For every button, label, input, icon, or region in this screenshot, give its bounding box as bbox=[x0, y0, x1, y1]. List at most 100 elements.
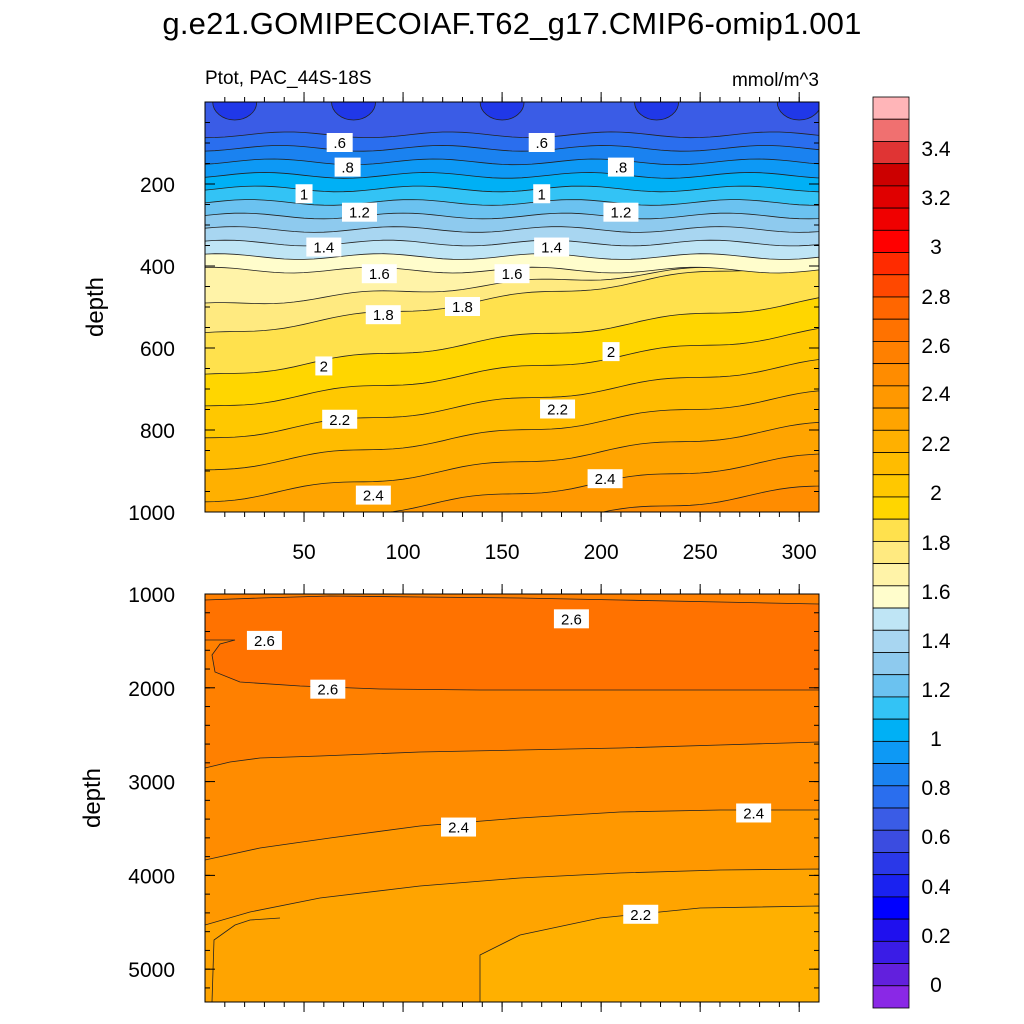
lower-contour-label: 2.4 bbox=[441, 817, 477, 837]
upper-contour-label: 1.2 bbox=[341, 202, 377, 222]
colorbar-label: 0.6 bbox=[921, 826, 950, 849]
colorbar-label: 2.8 bbox=[921, 286, 950, 309]
upper-y-tick-label: 800 bbox=[140, 420, 175, 443]
lower-contour-label: 2.6 bbox=[246, 630, 282, 650]
svg-text:2.2: 2.2 bbox=[630, 907, 651, 924]
upper-contour-label: 2.2 bbox=[540, 399, 576, 419]
upper-contour-label: 1.4 bbox=[306, 237, 342, 257]
colorbar-swatch bbox=[872, 785, 910, 809]
upper-contour-label: .6 bbox=[528, 133, 555, 152]
x-tick-label: 250 bbox=[683, 541, 718, 564]
chart-title: g.e21.GOMIPECOIAF.T62_g17.CMIP6-omip1.00… bbox=[162, 6, 862, 41]
colorbar-swatch bbox=[872, 852, 910, 876]
colorbar-swatch bbox=[872, 740, 910, 764]
x-tick-label: 200 bbox=[584, 541, 619, 564]
svg-text:1.8: 1.8 bbox=[373, 307, 394, 324]
svg-text:2: 2 bbox=[607, 344, 615, 361]
colorbar-swatch bbox=[872, 563, 910, 587]
colorbar-swatch bbox=[872, 341, 910, 365]
colorbar-label: 0 bbox=[930, 974, 942, 997]
upper-y-tick-label: 200 bbox=[140, 174, 175, 197]
x-tick-label: 150 bbox=[485, 541, 520, 564]
colorbar-swatch bbox=[872, 518, 910, 542]
svg-text:.8: .8 bbox=[615, 160, 628, 177]
lower-y-tick-label: 4000 bbox=[128, 865, 175, 888]
svg-text:1.2: 1.2 bbox=[349, 205, 370, 222]
upper-contour-label: 1.4 bbox=[534, 237, 570, 257]
lower-contour-label: 2.6 bbox=[553, 609, 589, 629]
colorbar-label: 3.2 bbox=[921, 187, 950, 210]
colorbar-swatch bbox=[872, 474, 910, 498]
upper-contour-label: 1.8 bbox=[365, 305, 401, 325]
colorbar-swatch bbox=[872, 207, 910, 231]
lower-y-tick-label: 2000 bbox=[128, 678, 175, 701]
colorbar-swatch bbox=[872, 674, 910, 698]
colorbar-label: 0.4 bbox=[921, 876, 951, 899]
colorbar-label: 3.4 bbox=[921, 138, 951, 161]
upper-contour-label: .8 bbox=[334, 157, 361, 177]
variable-label: Ptot, PAC_44S-18S bbox=[205, 68, 372, 89]
colorbar-swatch bbox=[872, 940, 910, 964]
svg-text:1: 1 bbox=[300, 186, 308, 203]
colorbar: 3.4 3.2 3 2.8 2.6 2.4 2.2 2 1.8 1.6 1.4 1.2 1 0.8 0.6 0… bbox=[872, 96, 951, 1009]
upper-y-tick-label: 1000 bbox=[128, 502, 175, 525]
colorbar-label: 0.8 bbox=[921, 777, 950, 800]
colorbar-swatch bbox=[872, 252, 910, 276]
lower-y-tick-label: 5000 bbox=[128, 959, 175, 982]
upper-contour-label: 2.4 bbox=[587, 469, 623, 489]
colorbar-swatch bbox=[872, 452, 910, 476]
svg-text:1: 1 bbox=[538, 186, 546, 203]
svg-text:.6: .6 bbox=[535, 135, 548, 152]
svg-text:2.6: 2.6 bbox=[254, 633, 275, 650]
svg-text:1.4: 1.4 bbox=[313, 240, 334, 257]
colorbar-label: 1.6 bbox=[921, 581, 950, 604]
svg-text:2.4: 2.4 bbox=[595, 471, 616, 488]
upper-contour-label: 2 bbox=[315, 356, 333, 376]
colorbar-swatch bbox=[872, 163, 910, 187]
colorbar-swatch bbox=[872, 96, 910, 120]
colorbar-label: 0.2 bbox=[921, 925, 950, 948]
svg-text:2.4: 2.4 bbox=[743, 805, 764, 822]
x-tick-label: 100 bbox=[386, 541, 421, 564]
lower-contour-label: 2.6 bbox=[310, 679, 346, 699]
colorbar-swatch bbox=[872, 874, 910, 898]
colorbar-swatch bbox=[872, 229, 910, 253]
colorbar-swatch bbox=[872, 829, 910, 853]
lower-y-tick-label: 3000 bbox=[128, 772, 175, 795]
units-label: mmol/m^3 bbox=[732, 70, 819, 91]
colorbar-swatch bbox=[872, 296, 910, 320]
colorbar-label: 2.4 bbox=[921, 383, 951, 406]
svg-text:1.6: 1.6 bbox=[502, 266, 523, 283]
colorbar-label: 1.2 bbox=[921, 679, 950, 702]
colorbar-label: 2.2 bbox=[921, 433, 950, 456]
upper-contour-label: 1 bbox=[533, 184, 551, 204]
upper-y-tick-label: 600 bbox=[140, 338, 175, 361]
colorbar-swatch bbox=[872, 985, 910, 1009]
lower-panel: 2.6 2.6 2.6 2.4 2.4 2.2 1000 2000 3000 4000 5000 bbox=[128, 584, 820, 1012]
colorbar-swatch bbox=[872, 185, 910, 209]
svg-text:2.4: 2.4 bbox=[448, 820, 469, 837]
colorbar-swatch bbox=[872, 318, 910, 342]
upper-contour-label: .8 bbox=[607, 157, 634, 177]
colorbar-label: 2.6 bbox=[921, 335, 950, 358]
upper-contour-label: .6 bbox=[326, 133, 353, 152]
svg-text:2.6: 2.6 bbox=[317, 682, 338, 699]
upper-contour-label: 1.6 bbox=[361, 264, 397, 284]
colorbar-swatch bbox=[872, 385, 910, 409]
upper-contour-label: 1.8 bbox=[444, 297, 480, 316]
upper-contour-label: 2.2 bbox=[322, 409, 358, 429]
colorbar-swatch bbox=[872, 696, 910, 720]
upper-contour-label: 2.4 bbox=[355, 485, 391, 505]
upper-y-tick-label: 400 bbox=[140, 256, 175, 279]
colorbar-swatch bbox=[872, 118, 910, 142]
upper-contour-label: 1 bbox=[295, 184, 313, 204]
upper-contour-label: 1.6 bbox=[494, 264, 530, 284]
colorbar-swatch bbox=[872, 607, 910, 631]
svg-text:2: 2 bbox=[320, 358, 328, 375]
lower-contour-label: 2.2 bbox=[623, 904, 659, 924]
svg-text:1.6: 1.6 bbox=[369, 266, 390, 283]
colorbar-swatch bbox=[872, 585, 910, 609]
upper-panel: .6 .6 .8 .8 1 1 1.2 1.2 1.4 1.4 1.6 1.6 1.8 1.8 2 2 2.2 2… bbox=[128, 92, 820, 564]
svg-text:.6: .6 bbox=[333, 135, 346, 152]
svg-text:2.2: 2.2 bbox=[329, 412, 350, 429]
